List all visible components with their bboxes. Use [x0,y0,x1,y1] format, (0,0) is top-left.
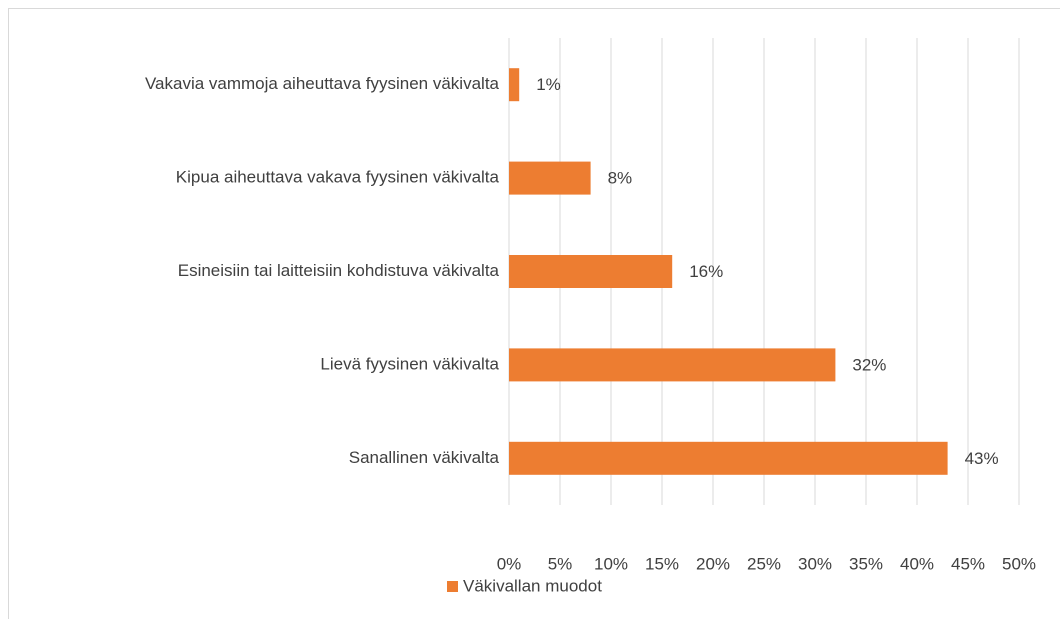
x-tick-label: 45% [951,554,985,573]
x-tick-label: 35% [849,554,883,573]
x-tick-label: 5% [548,554,573,573]
x-tick-label: 0% [497,554,522,573]
x-tick-label: 10% [594,554,628,573]
y-tick-label: Kipua aiheuttava vakava fyysinen väkival… [176,168,500,187]
bar [509,441,948,475]
x-tick-label: 25% [747,554,781,573]
legend-swatch [447,581,458,592]
x-tick-label: 15% [645,554,679,573]
y-tick-label: Sanallinen väkivalta [349,448,500,467]
data-label: 32% [852,355,886,374]
bar [509,348,836,382]
y-tick-label: Vakavia vammoja aiheuttava fyysinen väki… [145,74,500,93]
x-tick-label: 40% [900,554,934,573]
y-tick-label: Lievä fyysinen väkivalta [320,354,499,373]
data-label: 1% [536,75,561,94]
bar [509,161,591,195]
chart-frame [8,8,1060,619]
x-tick-label: 50% [1002,554,1036,573]
data-label: 16% [689,262,723,281]
bar [509,68,520,102]
data-label: 8% [608,169,633,188]
data-label: 43% [965,449,999,468]
x-tick-label: 20% [696,554,730,573]
y-tick-label: Esineisiin tai laitteisiin kohdistuva vä… [178,261,500,280]
legend-label: Väkivallan muodot [463,576,602,595]
bar [509,255,673,288]
x-tick-label: 30% [798,554,832,573]
